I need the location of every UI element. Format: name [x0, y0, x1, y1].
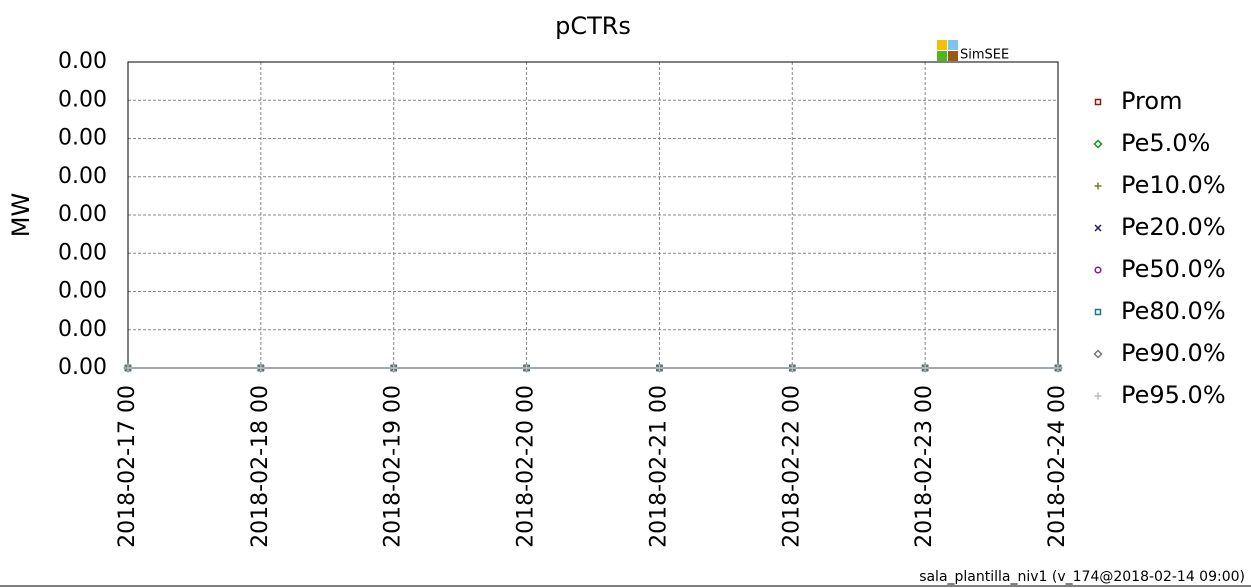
y-tick-label: 0.00 — [58, 87, 107, 112]
legend-label: Pe10.0% — [1121, 171, 1226, 199]
legend-label: Pe80.0% — [1121, 297, 1226, 325]
marker — [921, 364, 929, 372]
marker — [1093, 139, 1103, 149]
y-tick-label: 0.00 — [58, 126, 107, 151]
legend-label: Pe90.0% — [1121, 339, 1226, 367]
marker — [124, 364, 132, 372]
legend-label: Pe20.0% — [1121, 213, 1226, 241]
marker — [1094, 266, 1102, 274]
x-tick-label: 2018-02-24 00 — [1045, 385, 1070, 548]
legend-label: Pe95.0% — [1121, 381, 1226, 409]
logo-tile — [948, 51, 958, 61]
marker — [1094, 308, 1102, 316]
marker — [257, 364, 265, 372]
marker — [390, 364, 398, 372]
legend-item: Pe95.0% — [1094, 381, 1226, 409]
y-tick-label: 0.00 — [58, 279, 107, 304]
y-tick-label: 0.00 — [58, 164, 107, 189]
x-tick-label: 2018-02-17 00 — [115, 385, 140, 548]
logo: SimSEE — [937, 40, 1009, 63]
chart-title: pCTRs — [555, 12, 631, 40]
y-tick-label: 0.00 — [58, 240, 107, 265]
legend-item: Prom — [1094, 87, 1182, 115]
y-axis-label: MW — [7, 193, 35, 237]
y-tick-label: 0.00 — [58, 49, 107, 74]
logo-tile — [937, 51, 947, 61]
x-tick-label: 2018-02-20 00 — [514, 385, 539, 548]
logo-tile — [948, 40, 958, 50]
y-tick-label: 0.00 — [58, 202, 107, 227]
x-tick-label: 2018-02-18 00 — [248, 385, 273, 548]
legend-item: Pe80.0% — [1094, 297, 1226, 325]
marker — [655, 364, 663, 372]
logo-tile — [937, 40, 947, 50]
legend-label: Pe50.0% — [1121, 255, 1226, 283]
legend-item: Pe50.0% — [1094, 255, 1226, 283]
legend-item: Pe10.0% — [1094, 171, 1226, 199]
y-tick-label: 0.00 — [58, 317, 107, 342]
marker — [1094, 98, 1102, 106]
marker — [1094, 224, 1102, 232]
marker — [1094, 182, 1102, 190]
legend-item: Pe5.0% — [1093, 129, 1210, 157]
marker — [1093, 349, 1103, 359]
legend-item: Pe20.0% — [1094, 213, 1226, 241]
legend-item: Pe90.0% — [1093, 339, 1226, 367]
footer: sala_plantilla_niv1 (v_174@2018-02-14 09… — [919, 569, 1245, 585]
x-tick-label: 2018-02-21 00 — [646, 385, 671, 548]
legend-label: Prom — [1121, 87, 1182, 115]
marker — [1094, 392, 1102, 400]
x-tick-label: 2018-02-23 00 — [912, 385, 937, 548]
legend-label: Pe5.0% — [1121, 129, 1210, 157]
logo-text: SimSEE — [960, 48, 1009, 63]
marker — [788, 364, 796, 372]
x-tick-label: 2018-02-22 00 — [779, 385, 804, 548]
marker — [1054, 364, 1062, 372]
x-tick-label: 2018-02-19 00 — [381, 385, 406, 548]
y-tick-label: 0.00 — [58, 355, 107, 380]
marker — [523, 364, 531, 372]
